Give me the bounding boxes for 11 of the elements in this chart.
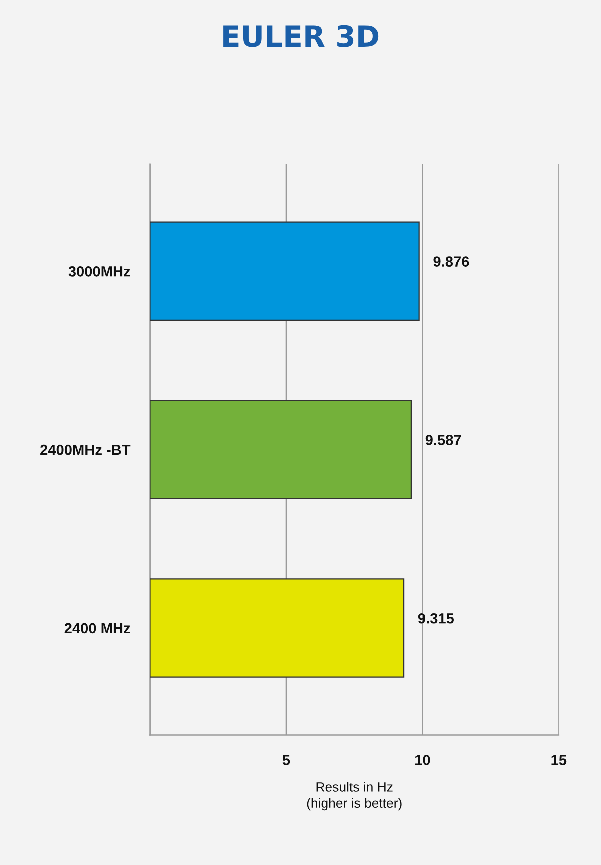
y-tick-label: 3000MHz [68,266,130,277]
x-tick-label: 10 [416,755,430,766]
chart-title: EULER 3D [224,25,379,48]
data-label: 9.876 [434,256,470,267]
x-axis-title: Results in Hz (higher is better) [307,782,402,811]
y-tick-label: 2400MHz -BT [40,444,131,456]
x-tick-label: 5 [282,755,290,766]
x-tick-label: 15 [552,755,567,766]
data-label: 9.587 [426,435,462,446]
data-label: 9.315 [418,613,454,624]
y-tick-label: 2400 MHz [64,623,130,634]
